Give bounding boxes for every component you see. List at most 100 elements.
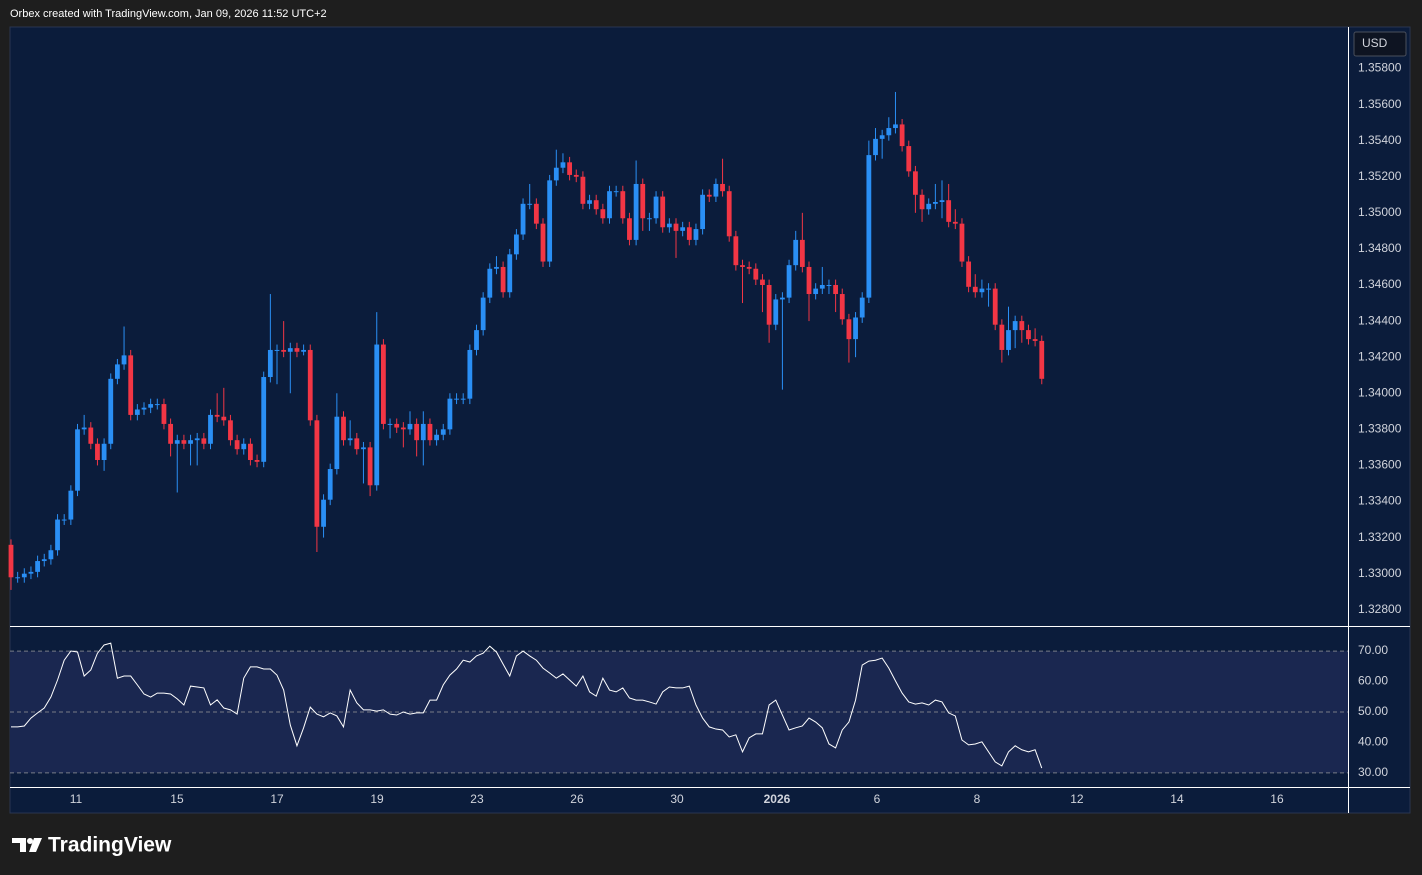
candle-body	[287, 348, 293, 352]
candle-body	[666, 223, 672, 228]
y-tick-label: 70.00	[1358, 643, 1388, 657]
candle-body	[913, 171, 918, 195]
candle-body	[55, 519, 60, 551]
brand: TradingView	[48, 834, 172, 857]
candle-body	[593, 200, 599, 210]
candle-body	[1026, 330, 1031, 340]
candle-body	[161, 404, 167, 424]
candle-body	[128, 355, 134, 415]
candle-body	[68, 490, 74, 520]
x-tick-label: 15	[170, 792, 184, 806]
candle-body	[939, 200, 945, 203]
candle-body	[660, 196, 666, 228]
y-tick-label: 40.00	[1358, 735, 1388, 749]
candle-body	[799, 239, 805, 267]
candle-body	[407, 423, 413, 430]
candle-body	[879, 135, 885, 139]
candle-body	[873, 138, 878, 156]
candle-body	[500, 266, 506, 293]
candle-body	[21, 573, 27, 578]
candle-body	[780, 297, 785, 300]
y-tick-label: 1.33200	[1358, 530, 1402, 544]
candle-body	[374, 344, 380, 486]
candle-body	[547, 180, 553, 262]
candle-body	[188, 440, 193, 444]
candle-body	[633, 183, 639, 240]
candle-body	[959, 223, 965, 262]
candle-body	[228, 420, 233, 441]
candle-body	[886, 128, 892, 136]
y-tick-label: 1.35600	[1358, 97, 1402, 111]
x-tick-label: 30	[670, 792, 684, 806]
candle-body	[174, 440, 180, 444]
candle-body	[1032, 339, 1038, 341]
y-tick-label: 1.35800	[1358, 61, 1402, 75]
candle-body	[208, 414, 213, 444]
candle-body	[680, 227, 686, 231]
candle-body	[627, 218, 632, 240]
candle-body	[686, 227, 692, 240]
candle-body	[713, 183, 719, 197]
y-tick-label: 1.33800	[1358, 422, 1402, 436]
candle-body	[786, 265, 792, 298]
candle-body	[693, 229, 699, 240]
candle-body	[420, 423, 426, 441]
candle-body	[826, 285, 832, 287]
candle-body	[154, 404, 160, 406]
candle-body	[553, 167, 559, 181]
candle-body	[327, 469, 333, 500]
candle-body	[61, 519, 67, 521]
candle-body	[201, 438, 207, 444]
candle-body	[35, 561, 40, 572]
candle-body	[254, 460, 260, 462]
candle-body	[720, 183, 725, 192]
candle-body	[261, 377, 267, 462]
candle-body	[487, 268, 493, 298]
candle-body	[833, 285, 839, 295]
candle-body	[241, 443, 247, 450]
y-tick-label: 1.34600	[1358, 277, 1402, 291]
candle-body	[819, 285, 825, 289]
logo-v	[29, 838, 42, 852]
candle-body	[108, 378, 114, 444]
candle-body	[673, 223, 679, 231]
candle-body	[613, 191, 619, 193]
candle-body	[806, 266, 812, 295]
candle-body	[766, 285, 772, 325]
candle-body	[527, 203, 533, 205]
candle-body	[573, 174, 579, 177]
candle-body	[919, 194, 925, 210]
candle-body	[274, 349, 280, 351]
x-tick-label: 14	[1170, 792, 1184, 806]
candle-body	[114, 364, 120, 379]
candle-body	[926, 203, 932, 210]
candle-body	[533, 203, 539, 224]
candle-body	[221, 416, 227, 421]
y-tick-label: 30.00	[1358, 765, 1388, 779]
y-tick-label: 1.34200	[1358, 349, 1402, 363]
x-tick-label: 19	[370, 792, 384, 806]
candle-body	[580, 176, 586, 204]
candle-body	[394, 423, 400, 428]
candle-body	[121, 355, 127, 365]
currency[interactable]: USD	[1362, 36, 1388, 50]
candle-body	[447, 398, 453, 430]
y-tick-label: 1.33000	[1358, 566, 1402, 580]
logo-dot	[27, 838, 33, 844]
candle-body	[234, 440, 240, 450]
candle-body	[75, 429, 80, 491]
brand-logo	[12, 838, 42, 852]
candle-body	[347, 438, 353, 441]
candle-body	[620, 191, 626, 219]
candle-body	[387, 423, 393, 425]
candle-body	[793, 239, 799, 266]
candle-body	[972, 286, 978, 293]
candle-body	[427, 423, 433, 441]
candle-body	[181, 440, 187, 444]
candle-body	[480, 297, 486, 331]
candle-body	[952, 221, 958, 224]
candle-body	[999, 324, 1005, 350]
currency-box[interactable]	[1353, 31, 1407, 57]
